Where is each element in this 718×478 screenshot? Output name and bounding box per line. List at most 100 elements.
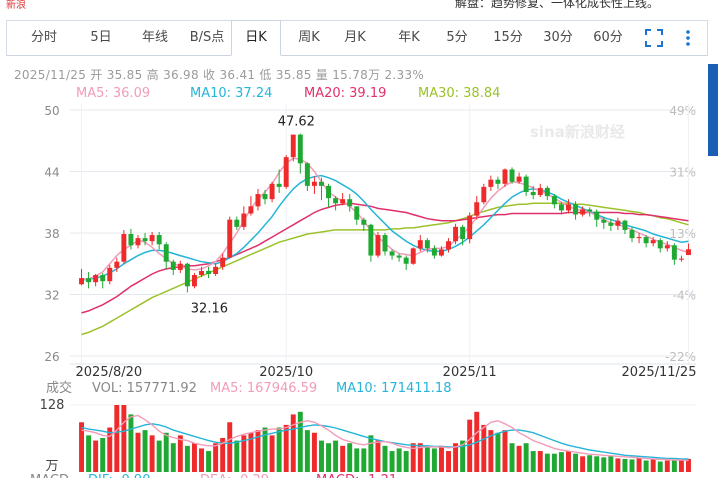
brand-logo: 新浪 bbox=[6, 0, 26, 11]
volume-bar bbox=[446, 451, 451, 472]
candle-body bbox=[375, 235, 381, 256]
tab-year-line[interactable]: 年线 bbox=[141, 30, 168, 45]
series-line-ma30 bbox=[81, 202, 689, 336]
volume-bar bbox=[163, 432, 169, 472]
volume-bar bbox=[544, 453, 550, 472]
candle-body bbox=[516, 176, 522, 182]
volume-bar bbox=[587, 455, 593, 472]
candle-body bbox=[636, 237, 642, 239]
candle-body bbox=[333, 198, 339, 204]
watermark-text: sina新浪财经 bbox=[530, 123, 625, 141]
candle-body bbox=[276, 183, 282, 187]
volume-bar bbox=[615, 458, 621, 472]
tab-intraday[interactable]: 分时 bbox=[30, 30, 57, 45]
candle-body bbox=[474, 202, 480, 216]
candle-body bbox=[142, 238, 148, 242]
candle-body bbox=[199, 270, 204, 276]
y-tick-label: 38 bbox=[44, 227, 59, 241]
candle-body bbox=[481, 186, 487, 203]
candle-body bbox=[643, 237, 649, 244]
candle-body bbox=[262, 194, 268, 200]
candle-body bbox=[396, 255, 402, 258]
volume-bar bbox=[650, 459, 656, 472]
candle-body bbox=[601, 219, 607, 223]
candle-body bbox=[170, 261, 176, 270]
candle-body bbox=[389, 251, 395, 256]
top-strip: 新浪 解盘：趋势修复、一体化成长性上线。 bbox=[0, 0, 718, 12]
tab-weekly-k[interactable]: 周K bbox=[298, 30, 320, 45]
volume-bar bbox=[530, 451, 536, 472]
candle-body bbox=[86, 278, 92, 283]
candle-body bbox=[283, 157, 289, 187]
pct-tick-label: -22% bbox=[665, 350, 696, 364]
candle-body bbox=[326, 185, 332, 199]
tab-5min[interactable]: 5分 bbox=[446, 30, 468, 45]
tab-yearly-k[interactable]: 年K bbox=[398, 30, 420, 45]
candle-body bbox=[248, 206, 254, 214]
candle-body bbox=[241, 213, 247, 227]
volume-bar bbox=[375, 440, 381, 472]
candle-body bbox=[580, 209, 586, 215]
candle-body bbox=[114, 261, 120, 268]
volume-bar bbox=[537, 451, 543, 472]
candle-body bbox=[622, 220, 628, 230]
candle-body bbox=[446, 241, 451, 250]
volume-bar bbox=[686, 458, 691, 472]
candle-body bbox=[340, 199, 346, 204]
x-tick-label: 2025/11 bbox=[443, 365, 497, 380]
volume-bar bbox=[467, 419, 473, 472]
volume-bar bbox=[184, 445, 190, 472]
tab-30min[interactable]: 30分 bbox=[543, 30, 573, 45]
candle-body bbox=[403, 257, 409, 264]
tab-daily-k[interactable]: 日K bbox=[231, 20, 281, 56]
candle-body bbox=[424, 240, 430, 249]
volume-bar bbox=[177, 435, 183, 472]
volume-bar bbox=[566, 451, 571, 472]
candle-body bbox=[100, 275, 106, 282]
tab-60min[interactable]: 60分 bbox=[593, 30, 623, 45]
volume-bar bbox=[460, 440, 466, 472]
volume-bar bbox=[502, 430, 508, 472]
vol-legend-item: 成交 bbox=[46, 380, 72, 396]
volume-bar bbox=[382, 445, 388, 472]
volume-bar bbox=[580, 456, 586, 472]
candle-body bbox=[311, 181, 317, 186]
volume-bar bbox=[128, 414, 134, 472]
volume-bar bbox=[347, 443, 353, 472]
macd-legend-item: MACD bbox=[30, 473, 69, 478]
fullscreen-icon[interactable] bbox=[645, 29, 663, 47]
volume-bar bbox=[326, 443, 332, 472]
tab-15min[interactable]: 15分 bbox=[493, 30, 523, 45]
vol-y-unit-label: 万 bbox=[45, 459, 58, 474]
candle-body bbox=[135, 238, 141, 246]
ma20-legend: MA20: 39.19 bbox=[304, 86, 387, 101]
volume-bar bbox=[283, 424, 289, 472]
volume-bar bbox=[664, 460, 670, 472]
volume-bar bbox=[227, 422, 233, 472]
x-tick-label: 2025/11/25 bbox=[622, 365, 697, 380]
volume-bar bbox=[438, 445, 444, 472]
candle-body bbox=[551, 196, 557, 205]
candle-body bbox=[213, 266, 219, 274]
pct-tick-label: 31% bbox=[669, 166, 696, 180]
max-price-label: 47.62 bbox=[278, 115, 315, 130]
macd-legend-item: MACD: -1.21 bbox=[316, 473, 397, 478]
volume-bar bbox=[297, 411, 303, 472]
candle-body bbox=[502, 169, 508, 184]
candle-body bbox=[149, 235, 155, 242]
tab-bs-point[interactable]: B/S点 bbox=[189, 30, 225, 45]
volume-bar bbox=[481, 424, 487, 472]
candle-body bbox=[319, 181, 324, 186]
candle-body bbox=[544, 187, 550, 197]
more-icon[interactable] bbox=[679, 29, 697, 47]
volume-bar bbox=[241, 435, 247, 472]
pct-tick-label: 13% bbox=[669, 227, 696, 241]
volume-bar bbox=[354, 448, 360, 472]
tab-5day[interactable]: 5日 bbox=[90, 30, 112, 45]
volume-bar bbox=[488, 430, 494, 472]
volume-bar bbox=[170, 443, 176, 472]
side-panel-tab[interactable] bbox=[708, 64, 718, 156]
tab-monthly-k[interactable]: 月K bbox=[344, 30, 366, 45]
volume-bar bbox=[114, 405, 120, 472]
